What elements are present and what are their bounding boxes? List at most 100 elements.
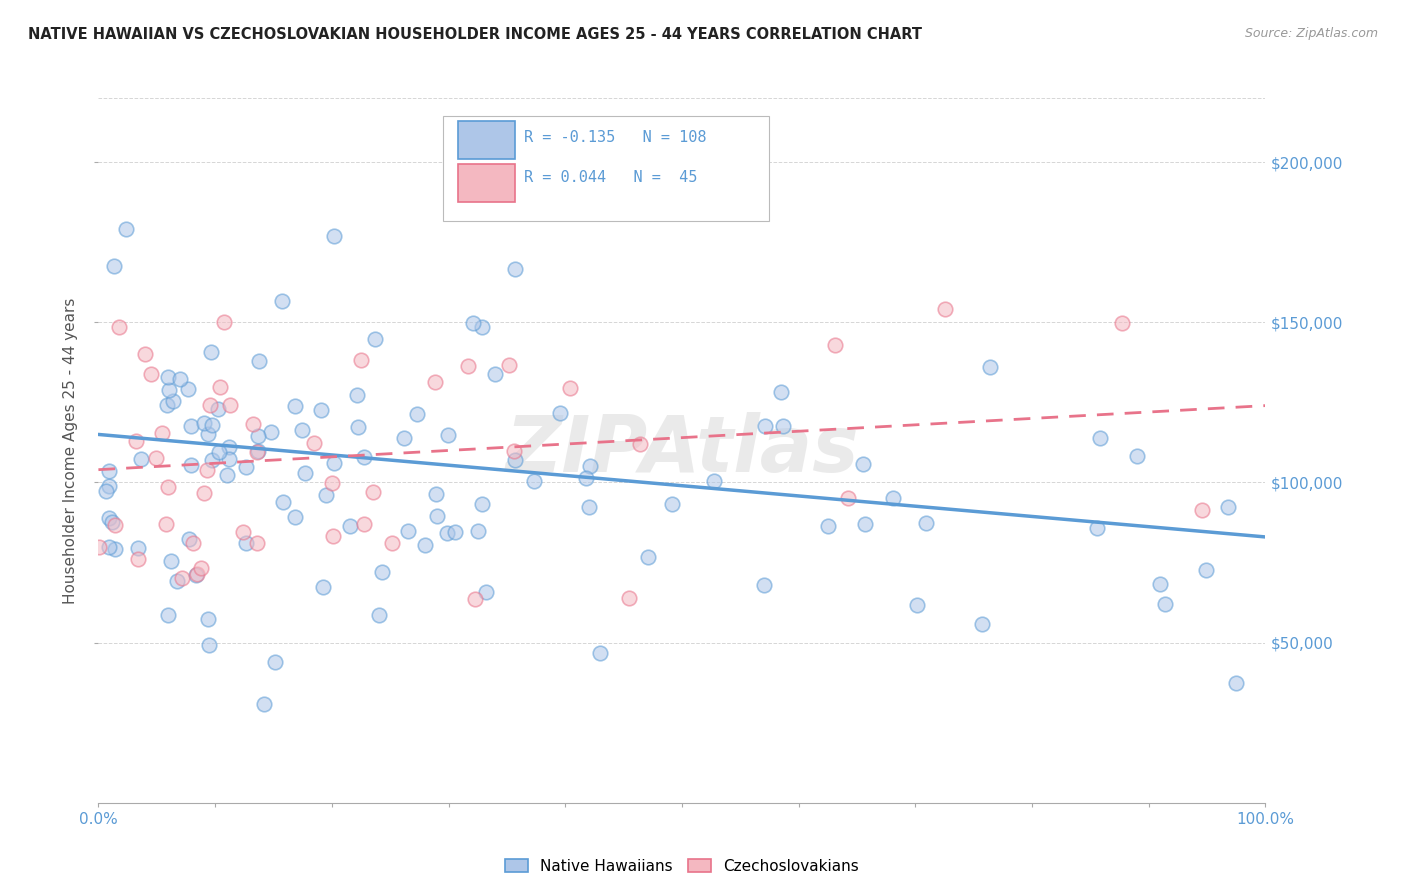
Point xyxy=(97,464,120,478)
Point xyxy=(381,535,404,549)
Point xyxy=(246,536,269,550)
Point xyxy=(628,436,651,450)
Point xyxy=(1194,563,1216,577)
Point xyxy=(350,353,373,368)
Point xyxy=(770,385,793,400)
Point xyxy=(186,567,208,582)
Point xyxy=(183,535,205,549)
Point xyxy=(772,418,794,433)
Point xyxy=(193,486,215,500)
Point xyxy=(197,638,219,652)
Point xyxy=(461,317,484,331)
Point xyxy=(311,402,333,417)
Point xyxy=(882,491,904,506)
Point xyxy=(368,608,391,623)
Point xyxy=(467,524,489,538)
Point xyxy=(127,541,149,555)
Point xyxy=(108,320,131,334)
Point xyxy=(471,319,494,334)
Point xyxy=(190,561,212,575)
Point xyxy=(852,457,875,471)
Point xyxy=(200,398,222,412)
Point xyxy=(156,607,179,622)
Point xyxy=(558,380,581,394)
FancyBboxPatch shape xyxy=(443,116,769,221)
Point xyxy=(207,402,229,417)
Point xyxy=(979,360,1001,375)
Point xyxy=(1218,500,1240,514)
Point xyxy=(232,524,254,539)
Point xyxy=(284,509,307,524)
Point xyxy=(246,429,269,443)
Point xyxy=(157,480,180,494)
Point xyxy=(193,416,215,430)
Point xyxy=(426,509,449,524)
Point xyxy=(575,471,598,485)
Point xyxy=(271,293,294,308)
Point xyxy=(406,407,429,421)
Point xyxy=(201,418,224,433)
Point xyxy=(315,488,337,502)
Point xyxy=(197,463,219,477)
Point xyxy=(1225,676,1247,690)
Legend: Native Hawaiians, Czechoslovakians: Native Hawaiians, Czechoslovakians xyxy=(499,853,865,880)
Point xyxy=(197,612,219,626)
Point xyxy=(212,315,235,329)
Point xyxy=(1085,521,1108,535)
Point xyxy=(97,540,120,554)
Point xyxy=(264,656,287,670)
Point xyxy=(661,497,683,511)
Point xyxy=(172,571,194,585)
Point xyxy=(619,591,641,606)
Point xyxy=(201,453,224,467)
Point xyxy=(817,518,839,533)
Point xyxy=(1090,431,1112,445)
Point xyxy=(353,517,375,532)
Point xyxy=(162,394,184,409)
Point xyxy=(177,382,200,396)
Point xyxy=(855,517,877,532)
Point xyxy=(115,222,138,236)
Point xyxy=(392,431,415,445)
Text: R = 0.044   N =  45: R = 0.044 N = 45 xyxy=(524,170,697,185)
Point xyxy=(157,383,180,397)
Point xyxy=(101,515,124,529)
Point xyxy=(1154,597,1177,611)
Point xyxy=(425,375,447,389)
Point xyxy=(436,525,458,540)
Point xyxy=(271,494,294,508)
Point xyxy=(284,399,307,413)
Point xyxy=(208,445,231,459)
Point xyxy=(104,518,127,533)
Point xyxy=(1111,316,1133,330)
Point xyxy=(444,524,467,539)
Point xyxy=(361,485,384,500)
Point xyxy=(139,367,162,381)
Point xyxy=(364,333,387,347)
Point xyxy=(934,301,956,316)
Point xyxy=(131,452,153,467)
Point xyxy=(578,500,600,515)
Point xyxy=(498,359,520,373)
Point xyxy=(150,426,173,441)
Point xyxy=(437,428,460,442)
Point xyxy=(523,474,546,488)
Point xyxy=(127,552,149,566)
Point xyxy=(970,617,993,632)
Point xyxy=(1191,503,1213,517)
Point xyxy=(548,406,571,420)
FancyBboxPatch shape xyxy=(458,163,515,202)
Point xyxy=(905,598,928,612)
Point xyxy=(311,580,333,594)
Point xyxy=(218,440,240,454)
Point xyxy=(1126,450,1149,464)
Point xyxy=(471,497,494,511)
Point xyxy=(134,347,156,361)
Point xyxy=(246,444,269,458)
Point xyxy=(156,397,179,411)
Point xyxy=(322,456,344,470)
Point xyxy=(637,550,659,565)
Point xyxy=(157,370,180,384)
Point xyxy=(503,444,526,458)
Point xyxy=(396,524,419,538)
